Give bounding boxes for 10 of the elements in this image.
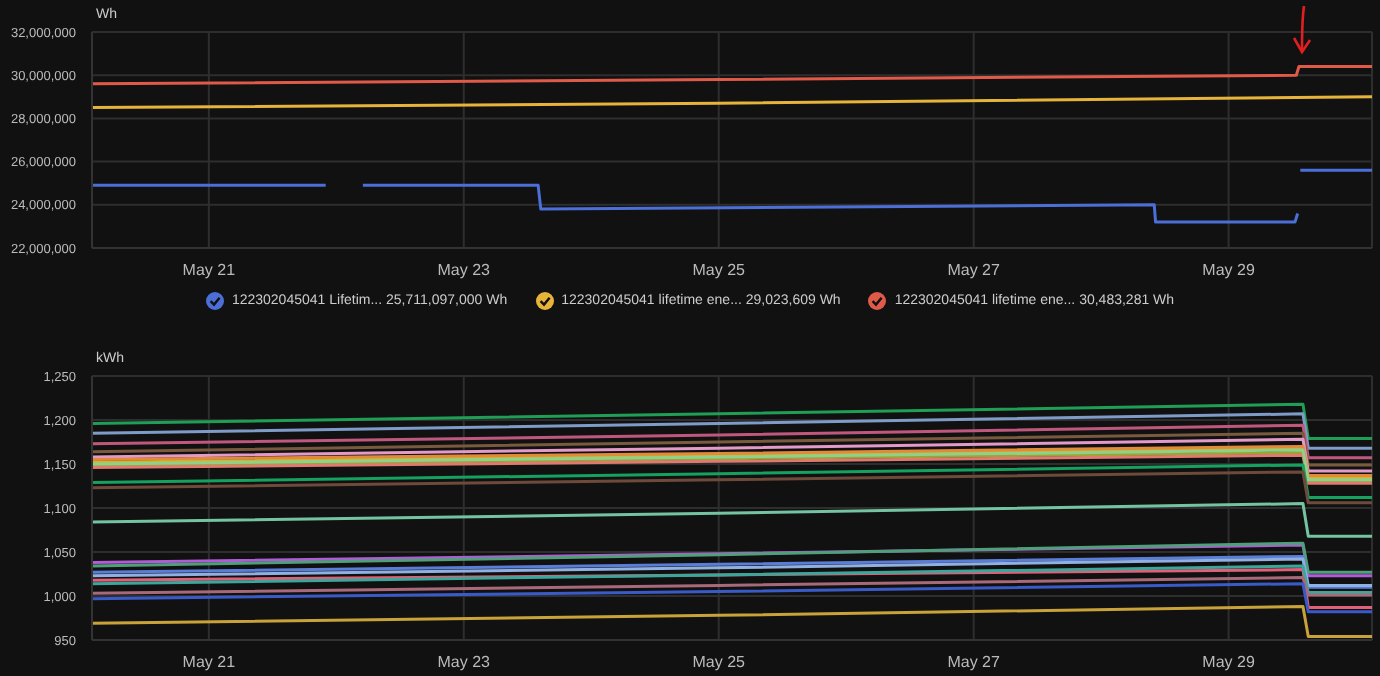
x-tick-label: May 21 xyxy=(182,261,237,280)
x-tick-label: May 27 xyxy=(947,653,1001,672)
x-tick-label: May 23 xyxy=(437,261,492,280)
x-tick-label: May 27 xyxy=(947,261,1001,280)
x-tick-label: May 25 xyxy=(692,261,747,280)
x-tick-label: May 29 xyxy=(1202,653,1256,672)
x-tick-label: May 29 xyxy=(1202,261,1256,280)
x-tick-label: May 21 xyxy=(182,653,237,672)
x-tick-label: May 25 xyxy=(692,653,747,672)
x-tick-label: May 23 xyxy=(437,653,492,672)
